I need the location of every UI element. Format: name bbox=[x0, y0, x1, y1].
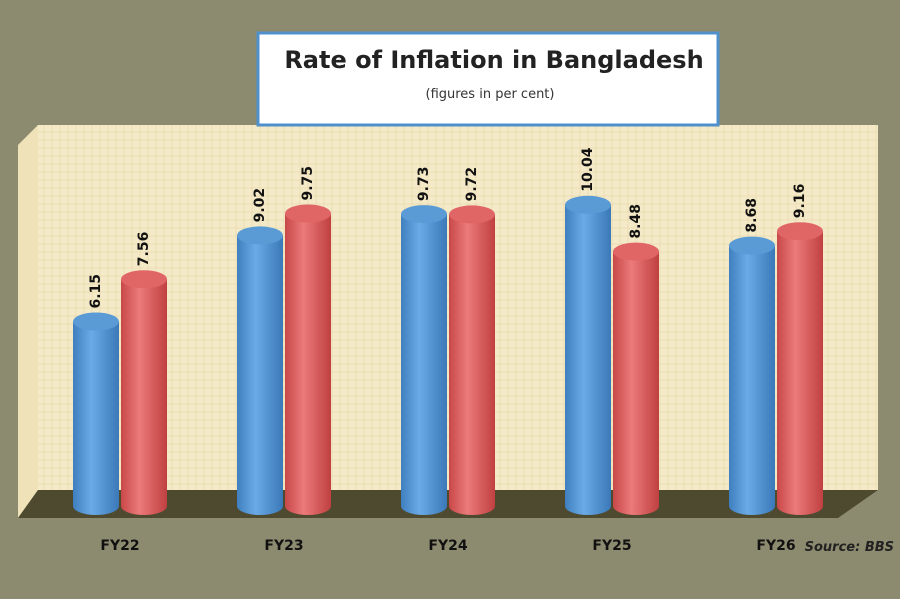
bar bbox=[73, 321, 119, 515]
title-box bbox=[256, 31, 720, 127]
bar bbox=[449, 214, 495, 515]
bar-cap bbox=[777, 222, 823, 241]
bar bbox=[121, 279, 167, 515]
data-label: 9.16 bbox=[792, 184, 808, 219]
floor bbox=[18, 490, 878, 518]
chart-subtitle: (figures in per cent) bbox=[426, 87, 555, 102]
bar-cap bbox=[613, 242, 659, 261]
x-tick-label: FY25 bbox=[592, 538, 631, 554]
bar-cap bbox=[73, 312, 119, 331]
bar-cap bbox=[565, 195, 611, 214]
bar bbox=[729, 245, 775, 515]
x-tick-label: FY22 bbox=[100, 538, 139, 554]
data-label: 9.02 bbox=[252, 188, 268, 223]
bar bbox=[285, 213, 331, 515]
bar bbox=[237, 235, 283, 515]
data-label: 8.68 bbox=[744, 198, 760, 233]
bar-cap bbox=[237, 226, 283, 245]
data-label: 6.15 bbox=[88, 274, 104, 309]
side-wall bbox=[18, 125, 38, 518]
x-tick-label: FY26 bbox=[756, 538, 795, 554]
bar bbox=[565, 204, 611, 516]
data-label: 7.56 bbox=[136, 232, 152, 267]
data-label: 9.75 bbox=[300, 166, 316, 201]
chart-title: Rate of Inflation in Bangladesh bbox=[284, 46, 703, 74]
data-label: 9.73 bbox=[416, 167, 432, 202]
bar bbox=[401, 214, 447, 515]
data-label: 10.04 bbox=[580, 147, 596, 192]
data-label: 9.72 bbox=[464, 167, 480, 202]
source-note: Source: BBS bbox=[805, 540, 894, 555]
bar-cap bbox=[449, 205, 495, 224]
x-tick-label: FY23 bbox=[264, 538, 303, 554]
bar-cap bbox=[121, 270, 167, 289]
bar-cap bbox=[285, 204, 331, 223]
bar bbox=[613, 251, 659, 515]
bar bbox=[777, 231, 823, 515]
bar-cap bbox=[401, 205, 447, 224]
bar-cap bbox=[729, 236, 775, 255]
data-label: 8.48 bbox=[628, 204, 644, 239]
x-tick-label: FY24 bbox=[428, 538, 467, 554]
